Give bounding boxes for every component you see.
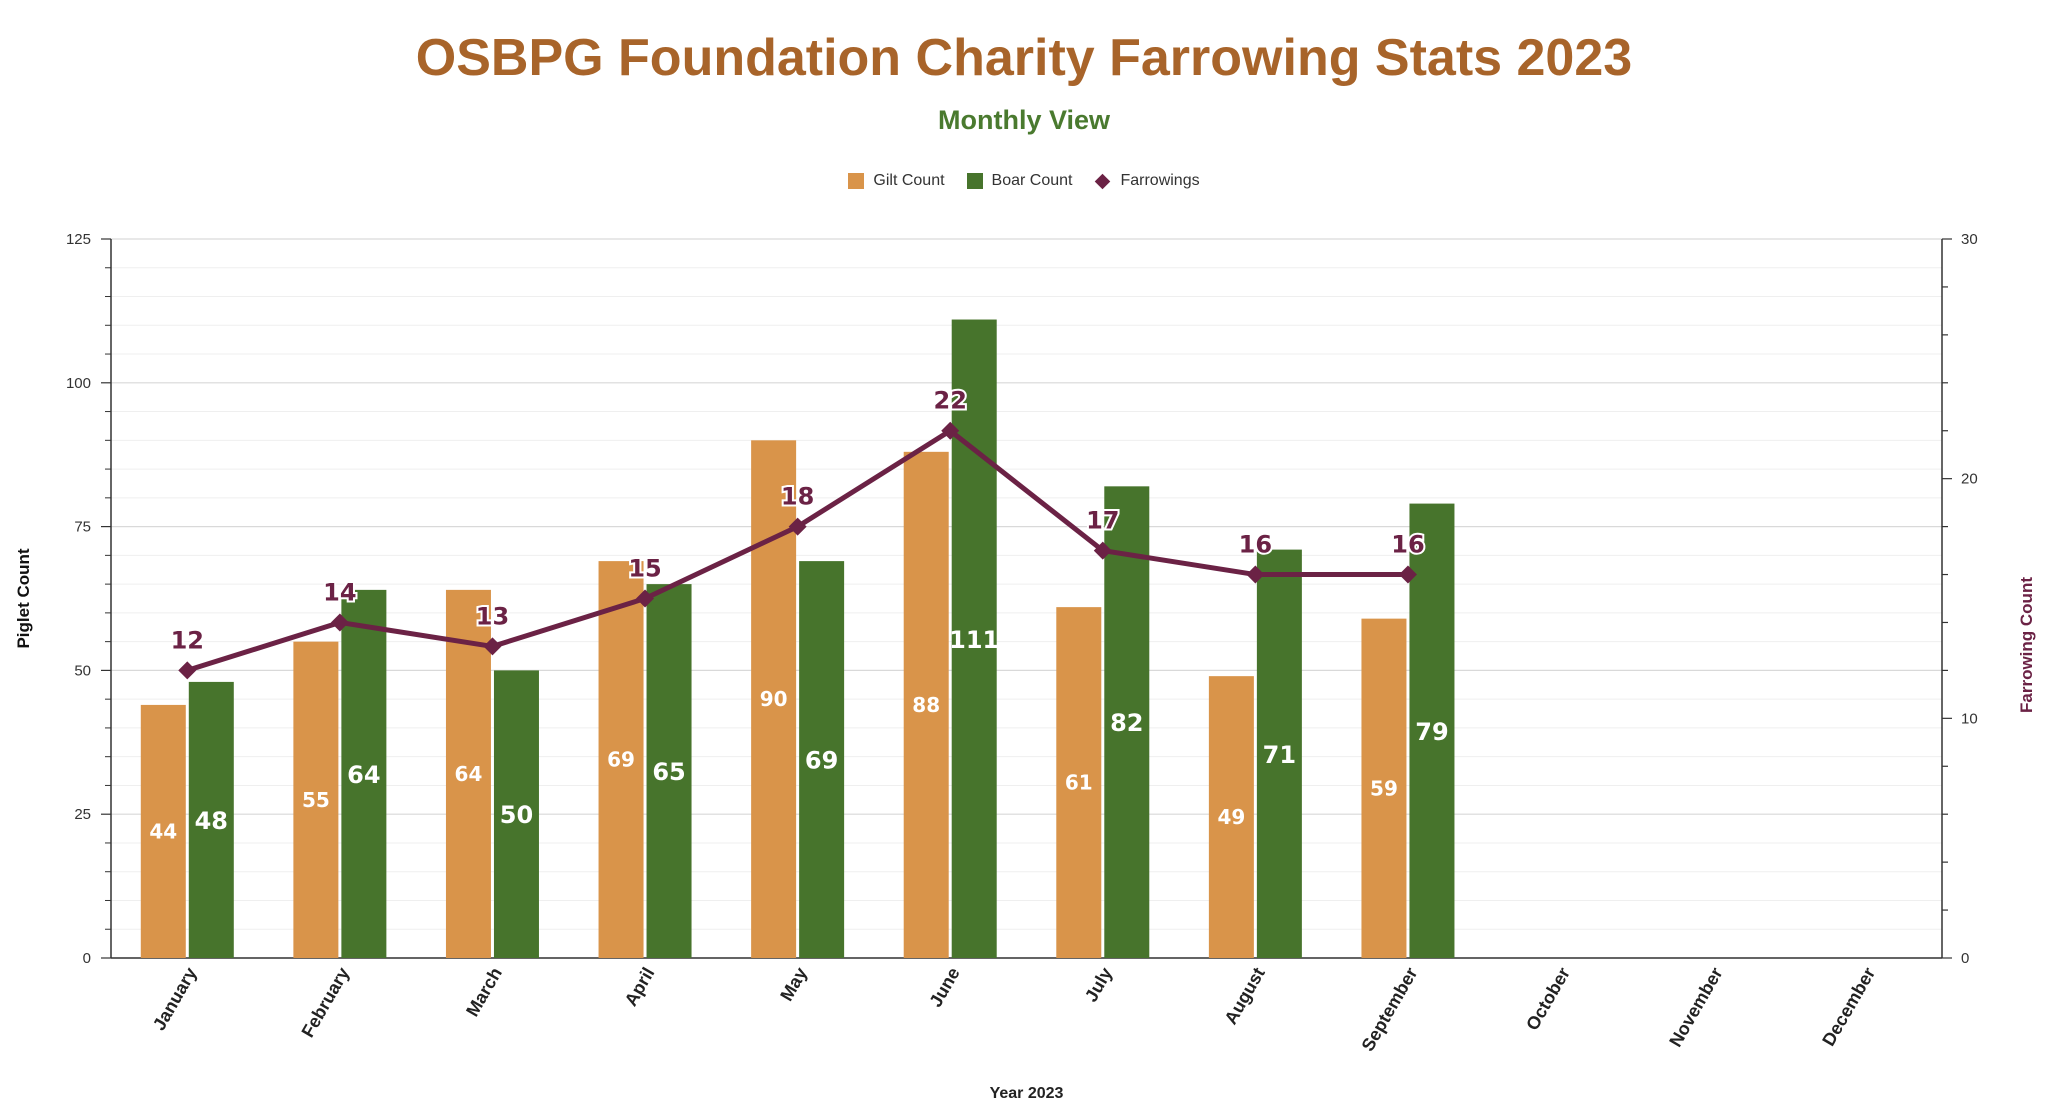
y-tick-label: 50	[74, 662, 91, 679]
legend-label-boar: Boar Count	[991, 172, 1073, 189]
y2-tick-label: 30	[1961, 231, 1978, 248]
x-tick-label: July	[1081, 964, 1116, 1005]
point-label-farrowings: 13	[476, 602, 509, 630]
legend: Gilt Count Boar Count Farrowings	[0, 172, 2048, 190]
x-tick-label: January	[149, 964, 201, 1034]
point-label-farrowings: 18	[781, 483, 814, 511]
bar-boar	[646, 584, 692, 958]
y-tick-label: 100	[66, 375, 91, 392]
x-tick-label: December	[1818, 964, 1879, 1049]
point-farrowings	[636, 589, 655, 608]
bar-label-boar: 65	[652, 758, 685, 786]
point-label-farrowings: 14	[323, 578, 356, 606]
point-farrowings	[178, 661, 197, 680]
chart-title: OSBPG Foundation Charity Farrowing Stats…	[415, 29, 1633, 87]
x-tick-label: September	[1358, 964, 1422, 1055]
point-farrowings	[1093, 541, 1112, 560]
bar-gilt	[445, 589, 491, 958]
x-tick-label: February	[298, 964, 354, 1041]
bar-gilt	[293, 641, 339, 958]
x-tick-label: October	[1522, 964, 1574, 1034]
bar-boar	[493, 670, 539, 958]
bar-gilt	[1208, 676, 1254, 958]
bar-boar	[1104, 486, 1150, 958]
bar-label-boar: 69	[805, 747, 838, 775]
bar-gilt	[1361, 618, 1407, 958]
point-label-farrowings: 15	[628, 555, 661, 583]
legend-label-farrowings: Farrowings	[1120, 172, 1200, 189]
y2-tick-label: 10	[1961, 710, 1978, 727]
bar-label-gilt: 49	[1217, 805, 1245, 829]
bar-boar	[1409, 503, 1455, 958]
bar-gilt	[903, 451, 949, 958]
bar-label-boar: 64	[347, 761, 380, 789]
legend-swatch-boar	[966, 173, 983, 189]
bar-label-gilt: 90	[760, 687, 788, 711]
legend-swatch-gilt	[848, 173, 865, 189]
x-tick-label: November	[1665, 964, 1726, 1050]
y2-tick-label: 0	[1961, 950, 1969, 967]
point-farrowings	[330, 613, 349, 632]
point-farrowings	[1246, 565, 1265, 584]
bar-boar	[1256, 549, 1302, 958]
bar-gilt	[140, 704, 186, 958]
chart-subtitle: Monthly View	[937, 105, 1111, 135]
bar-label-boar: 71	[1263, 741, 1296, 769]
y-tick-label: 25	[74, 806, 91, 823]
bar-label-gilt: 44	[149, 819, 177, 843]
bar-label-gilt: 55	[302, 788, 330, 812]
x-tick-label: April	[621, 964, 659, 1010]
point-label-farrowings: 17	[1086, 507, 1119, 535]
x-tick-label: May	[776, 964, 811, 1004]
bar-label-gilt: 59	[1370, 776, 1398, 800]
x-tick-label: March	[462, 964, 506, 1020]
point-label-farrowings: 12	[171, 626, 204, 654]
legend-item-farrowings[interactable]: Farrowings	[1094, 172, 1200, 190]
bar-label-boar: 48	[195, 807, 228, 835]
y2-tick-label: 20	[1961, 471, 1978, 488]
bar-boar	[188, 681, 234, 958]
bar-label-boar: 79	[1415, 718, 1448, 746]
bar-label-gilt: 61	[1065, 771, 1093, 795]
x-axis-title: Year 2023	[990, 1085, 1064, 1102]
bar-gilt	[598, 561, 644, 958]
bar-boar	[799, 561, 845, 958]
bar-gilt	[1056, 607, 1102, 958]
x-tick-label: June	[925, 964, 963, 1010]
bar-label-boar: 82	[1110, 709, 1143, 737]
point-label-farrowings: 16	[1391, 531, 1424, 559]
bar-label-gilt: 88	[912, 693, 940, 717]
point-label-farrowings: 22	[934, 387, 967, 415]
bar-label-boar: 111	[949, 626, 999, 654]
bar-boar	[341, 589, 387, 958]
y-tick-label: 75	[74, 519, 91, 536]
y-tick-label: 0	[83, 950, 91, 967]
bar-boar	[951, 319, 997, 958]
bar-label-boar: 50	[500, 801, 533, 829]
point-farrowings	[788, 517, 807, 536]
bar-label-gilt: 69	[607, 748, 635, 772]
point-farrowings	[483, 637, 502, 656]
legend-item-boar[interactable]: Boar Count	[966, 172, 1073, 190]
point-label-farrowings: 16	[1239, 531, 1272, 559]
x-tick-label: August	[1221, 964, 1269, 1028]
legend-label-gilt: Gilt Count	[873, 172, 945, 189]
y2-axis-title: Farrowing Count	[2017, 577, 2036, 713]
point-farrowings	[1398, 565, 1417, 584]
y-tick-label: 125	[66, 231, 91, 248]
legend-item-gilt[interactable]: Gilt Count	[848, 172, 945, 190]
point-farrowings	[941, 421, 960, 440]
y-axis-title: Piglet Count	[14, 548, 33, 648]
bar-label-gilt: 64	[455, 762, 483, 786]
